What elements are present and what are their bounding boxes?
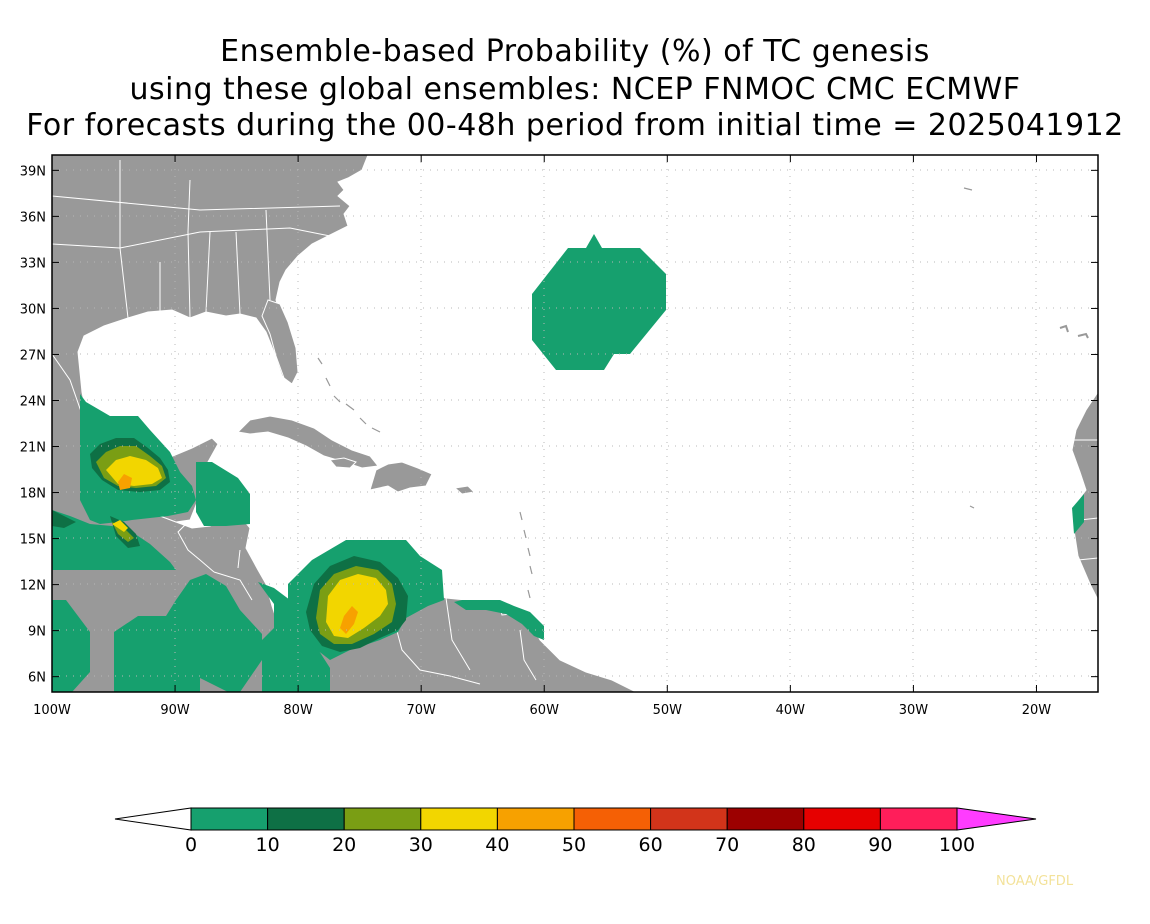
- colorbar-over-arrow: [956, 807, 1037, 831]
- colorbar-under-arrow: [114, 807, 192, 831]
- colorbar-label: 70: [715, 834, 739, 856]
- lon-tick-label: 20W: [1022, 703, 1052, 718]
- title-line-2: using these global ensembles: NCEP FNMOC…: [129, 72, 1021, 107]
- colorbar: 0 10 20 30 40 50 60 70 80 90 100: [114, 807, 1037, 856]
- lon-tick-label: 80W: [283, 703, 313, 718]
- hispaniola-land: [369, 461, 433, 493]
- credit-label: NOAA/GFDL: [996, 874, 1074, 889]
- probability-contours: [52, 234, 1084, 692]
- map-content: [52, 155, 1098, 692]
- colorbar-label: 10: [256, 834, 280, 856]
- colorbar-swatch: [879, 807, 958, 831]
- longitude-axis: 100W 90W 80W 70W 60W 50W 40W 30W 20W: [33, 155, 1051, 718]
- lon-tick-label: 60W: [530, 703, 560, 718]
- colorbar-label: 30: [409, 834, 433, 856]
- title-line-1: Ensemble-based Probability (%) of TC gen…: [220, 34, 930, 69]
- africa-land: [1071, 391, 1098, 601]
- colorbar-label: 100: [939, 834, 975, 856]
- colorbar-swatch: [573, 807, 652, 831]
- lat-tick-label: 9N: [28, 625, 46, 640]
- small-islands: [317, 187, 975, 599]
- colorbar-label: 40: [485, 834, 509, 856]
- colorbar-swatch: [726, 807, 805, 831]
- contour-pacific-0-10: [52, 510, 176, 570]
- colorbar-swatch: [267, 807, 345, 831]
- contour-pacific-south-0-10: [114, 574, 262, 692]
- puerto-rico-land: [453, 485, 476, 495]
- contour-panama-0-10: [258, 582, 330, 692]
- title-line-3: For forecasts during the 00-48h period f…: [26, 108, 1124, 143]
- contour-caribbean-west-0-10: [196, 462, 250, 526]
- colorbar-label: 0: [185, 834, 197, 856]
- contour-africa-0-10: [1072, 494, 1084, 534]
- lat-tick-label: 39N: [20, 164, 46, 179]
- canary-islands-land: [1059, 324, 1089, 339]
- colorbar-swatch: [190, 807, 269, 831]
- lon-tick-label: 90W: [160, 703, 190, 718]
- colorbar-label: 20: [332, 834, 356, 856]
- lat-tick-label: 18N: [20, 487, 46, 502]
- contour-gulf-40-50: [118, 474, 132, 490]
- colorbar-label: 50: [562, 834, 586, 856]
- lat-tick-label: 21N: [20, 441, 46, 456]
- lat-tick-label: 12N: [20, 579, 46, 594]
- lon-tick-label: 30W: [899, 703, 929, 718]
- contour-colombia-40-50: [340, 606, 358, 634]
- contour-pacific-far-0-10: [52, 600, 90, 692]
- lat-tick-label: 15N: [20, 533, 46, 548]
- lat-tick-label: 6N: [28, 671, 46, 686]
- jamaica-land: [329, 457, 357, 469]
- cuba-land: [236, 415, 379, 469]
- lat-tick-label: 36N: [20, 210, 46, 225]
- lat-tick-label: 30N: [20, 302, 46, 317]
- contour-colombia-30-40: [326, 574, 388, 638]
- colorbar-swatch: [496, 807, 575, 831]
- colorbar-swatch: [343, 807, 422, 831]
- latitude-axis: 39N 36N 33N 30N 27N 24N 21N 18N 15N 12N 9N 6N: [20, 164, 1098, 686]
- colorbar-label: 90: [868, 834, 892, 856]
- contour-pacific-30-40: [112, 520, 128, 532]
- contour-venezuela-0-10: [454, 600, 544, 640]
- contour-atlantic-0-10: [532, 234, 666, 370]
- colorbar-swatch: [420, 807, 498, 831]
- florida-land: [261, 299, 299, 385]
- lat-tick-label: 33N: [20, 256, 46, 271]
- colorbar-label: 80: [792, 834, 816, 856]
- contour-gulf-30-40: [106, 456, 162, 486]
- colorbar-swatch: [650, 807, 728, 831]
- lon-tick-label: 50W: [653, 703, 683, 718]
- map-frame: [51, 154, 1099, 693]
- lon-tick-label: 40W: [776, 703, 806, 718]
- colorbar-label: 60: [639, 834, 663, 856]
- lat-tick-label: 27N: [20, 348, 46, 363]
- lat-tick-label: 24N: [20, 394, 46, 409]
- lon-tick-label: 100W: [33, 703, 71, 718]
- colorbar-swatch: [803, 807, 881, 831]
- lon-tick-label: 70W: [406, 703, 436, 718]
- contour-pacific-10-20: [52, 510, 76, 528]
